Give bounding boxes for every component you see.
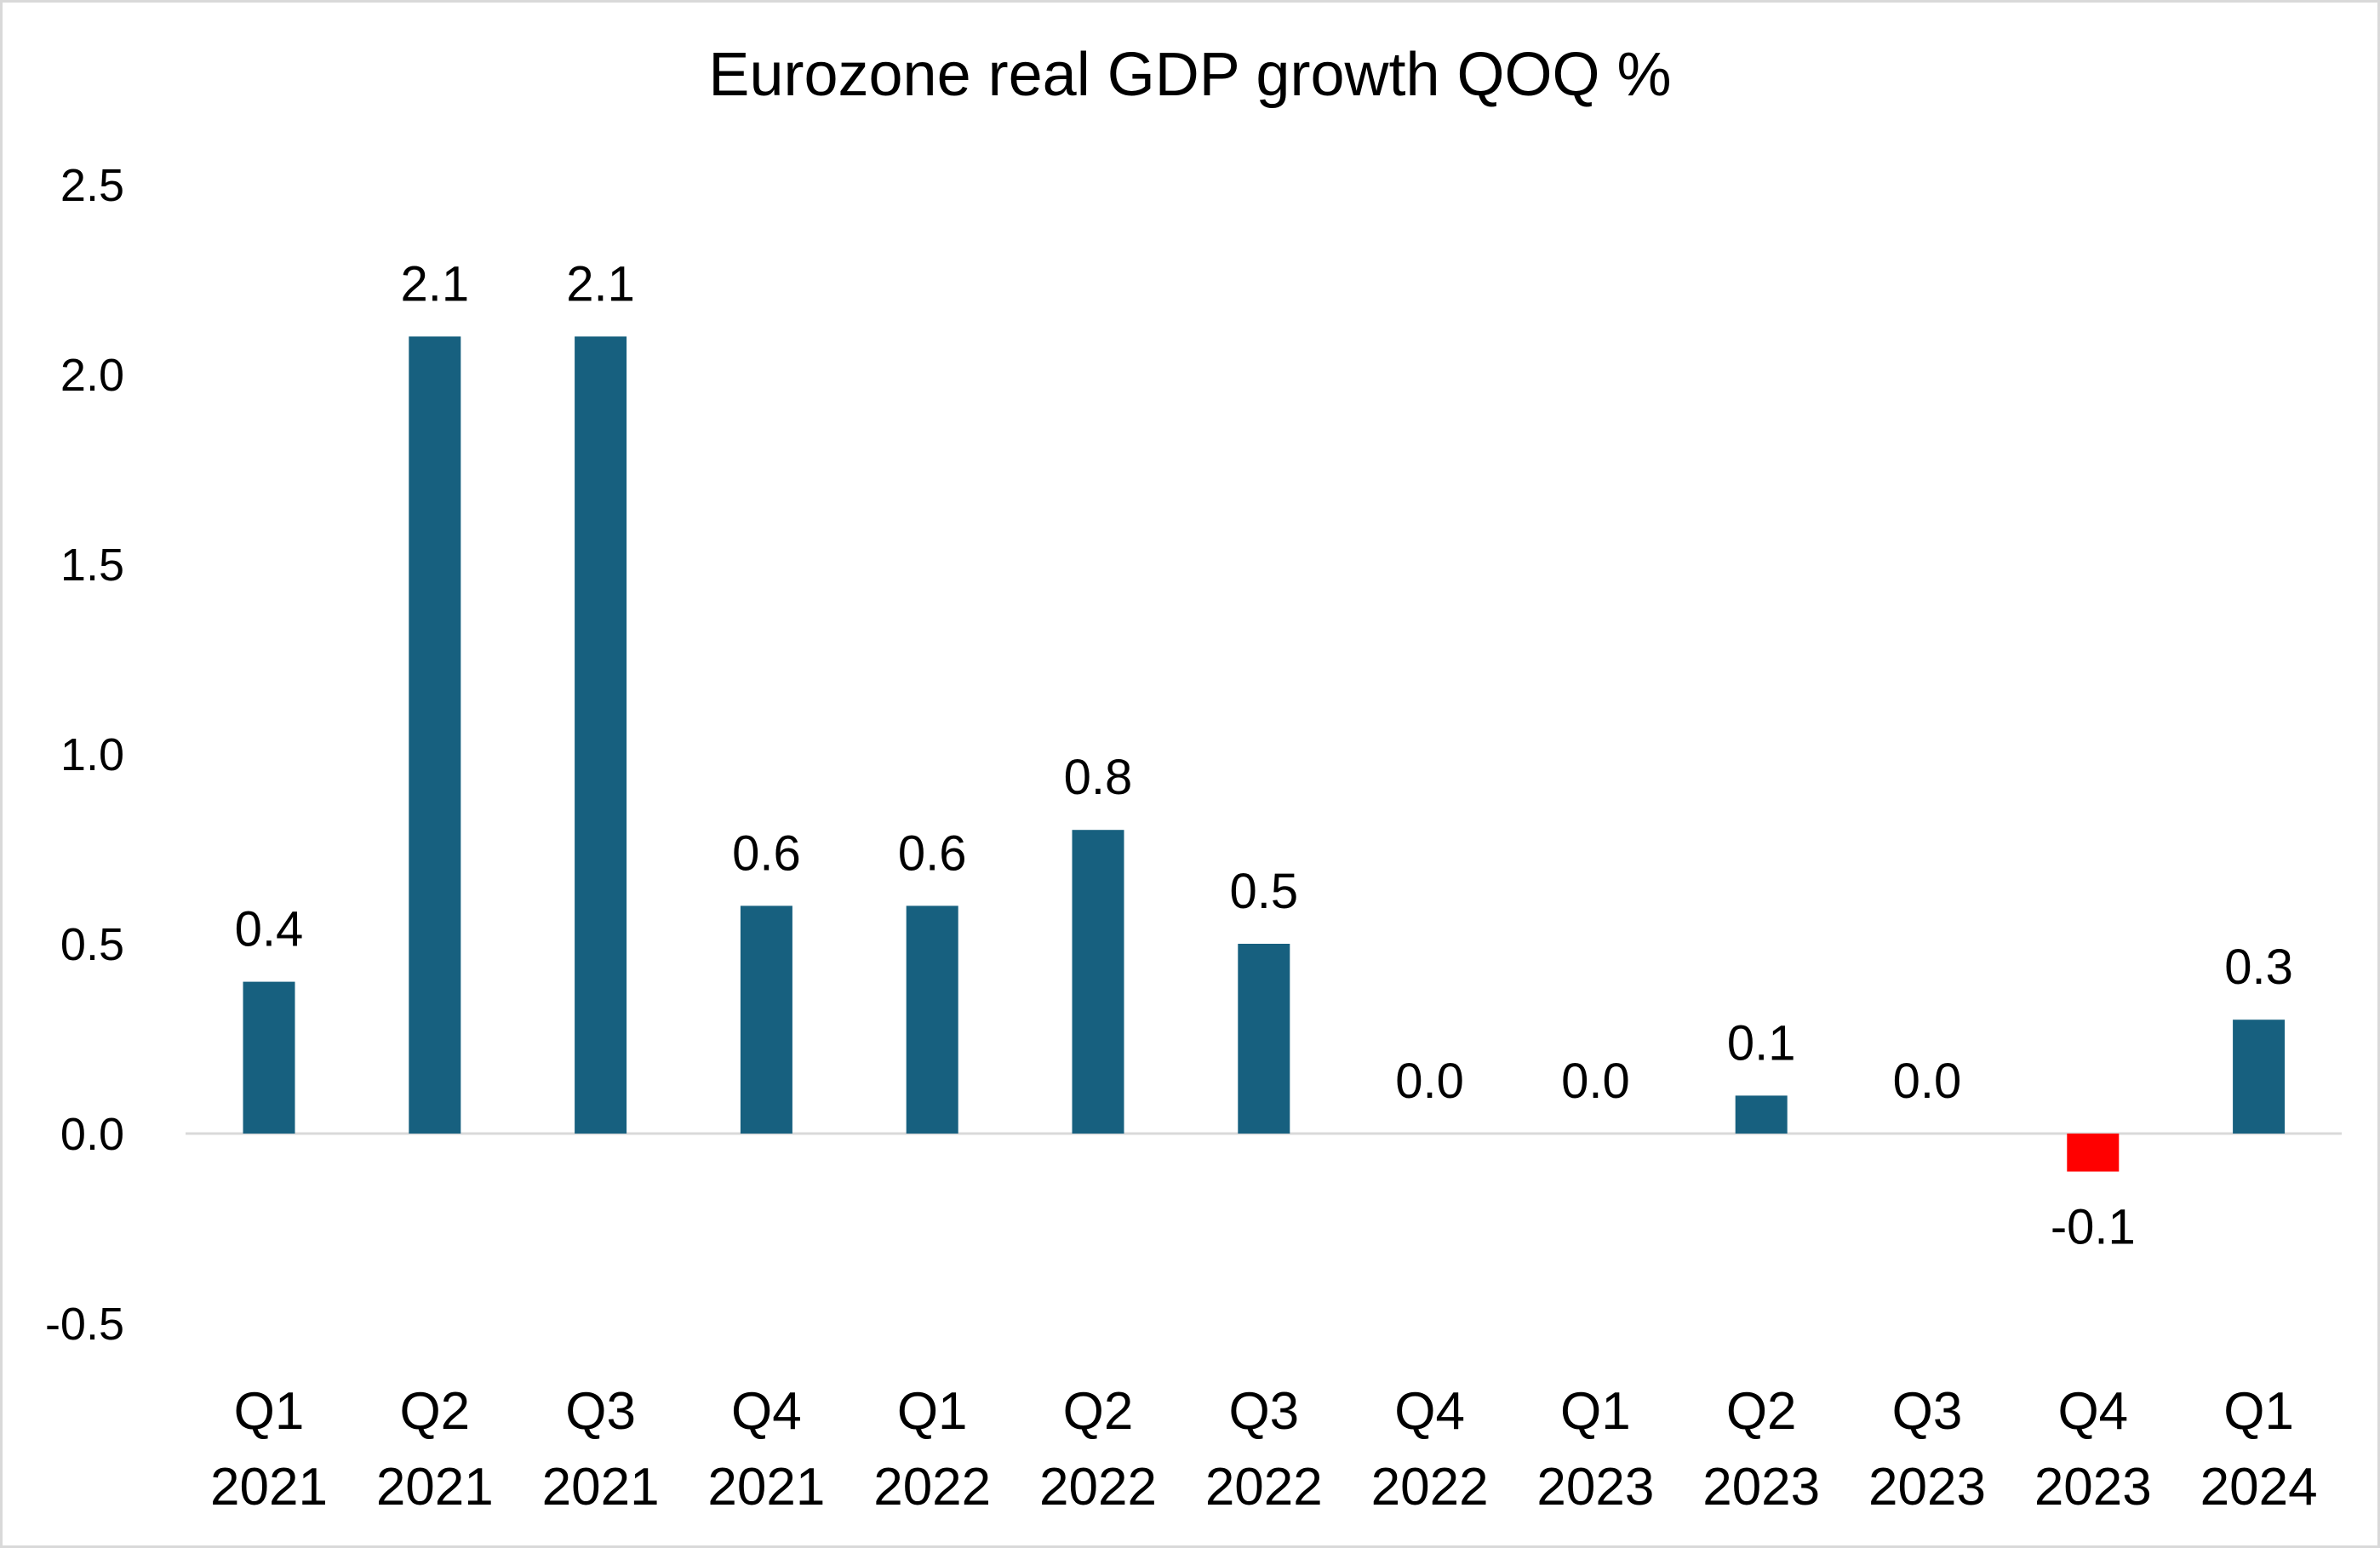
data-label: 0.5: [1229, 864, 1298, 919]
bar: [2233, 1020, 2286, 1134]
x-tick-quarter: Q4: [1394, 1382, 1465, 1441]
data-labels: 0.4 2.1 2.1 0.6 0.6 0.8 0.5 0.0 0.0 0.1 0.0 -0.1 0.3: [235, 256, 2293, 1254]
y-tick-label: 1.5: [60, 540, 124, 591]
x-tick-year: 2022: [1205, 1458, 1323, 1517]
data-label: 0.0: [1395, 1054, 1464, 1109]
x-tick-year: 2022: [1039, 1458, 1157, 1517]
x-tick-year: 2021: [376, 1458, 494, 1517]
data-label: 0.0: [1893, 1054, 1962, 1109]
bar: [575, 336, 627, 1134]
x-tick-year: 2024: [2200, 1458, 2318, 1517]
data-label: 0.6: [898, 825, 967, 881]
x-tick-quarter: Q1: [2223, 1382, 2294, 1441]
bar: [243, 981, 295, 1134]
data-label: 0.8: [1064, 750, 1133, 805]
data-label: 0.6: [732, 825, 801, 881]
data-label: 2.1: [400, 256, 469, 311]
y-axis: -0.5 0.0 0.5 1.0 1.5 2.0 2.5: [45, 160, 124, 1350]
x-tick-year: 2021: [542, 1458, 660, 1517]
bar: [906, 905, 958, 1134]
y-tick-label: -0.5: [45, 1299, 124, 1350]
x-tick-year: 2023: [1702, 1458, 1820, 1517]
x-tick-quarter: Q2: [1063, 1382, 1134, 1441]
bar: [2067, 1134, 2120, 1172]
x-tick-quarter: Q4: [731, 1382, 802, 1441]
data-label: 0.3: [2224, 940, 2293, 995]
y-tick-label: 2.5: [60, 160, 124, 211]
bar: [409, 336, 461, 1134]
x-tick-quarter: Q2: [399, 1382, 470, 1441]
x-axis: Q1 2021 Q2 2021 Q3 2021 Q4 2021 Q1 2022 Q2 2022 Q3 20…: [210, 1382, 2318, 1517]
y-tick-label: 2.0: [60, 350, 124, 401]
bar: [1238, 944, 1290, 1134]
x-tick-year: 2023: [1536, 1458, 1654, 1517]
bars: [243, 336, 2286, 1172]
data-label: 2.1: [566, 256, 635, 311]
data-label: -0.1: [2051, 1200, 2136, 1255]
bar: [1072, 830, 1124, 1134]
chart-title: Eurozone real GDP growth QOQ %: [708, 41, 1671, 109]
x-tick-year: 2022: [873, 1458, 991, 1517]
x-tick-year: 2023: [1868, 1458, 1986, 1517]
x-tick-quarter: Q3: [1228, 1382, 1299, 1441]
data-label: 0.0: [1561, 1054, 1630, 1109]
x-tick-year: 2023: [2034, 1458, 2152, 1517]
data-label: 0.1: [1727, 1015, 1796, 1071]
bar: [1735, 1095, 1788, 1134]
x-tick-year: 2021: [210, 1458, 328, 1517]
x-tick-year: 2022: [1371, 1458, 1489, 1517]
x-tick-year: 2021: [707, 1458, 825, 1517]
x-tick-quarter: Q3: [565, 1382, 636, 1441]
x-tick-quarter: Q1: [1560, 1382, 1631, 1441]
y-tick-label: 0.0: [60, 1109, 124, 1160]
x-tick-quarter: Q1: [234, 1382, 305, 1441]
y-tick-label: 0.5: [60, 919, 124, 970]
x-tick-quarter: Q3: [1892, 1382, 1963, 1441]
bar: [740, 905, 792, 1134]
x-tick-quarter: Q2: [1726, 1382, 1797, 1441]
y-tick-label: 1.0: [60, 729, 124, 780]
data-label: 0.4: [235, 902, 304, 957]
x-tick-quarter: Q1: [897, 1382, 968, 1441]
x-tick-quarter: Q4: [2057, 1382, 2128, 1441]
